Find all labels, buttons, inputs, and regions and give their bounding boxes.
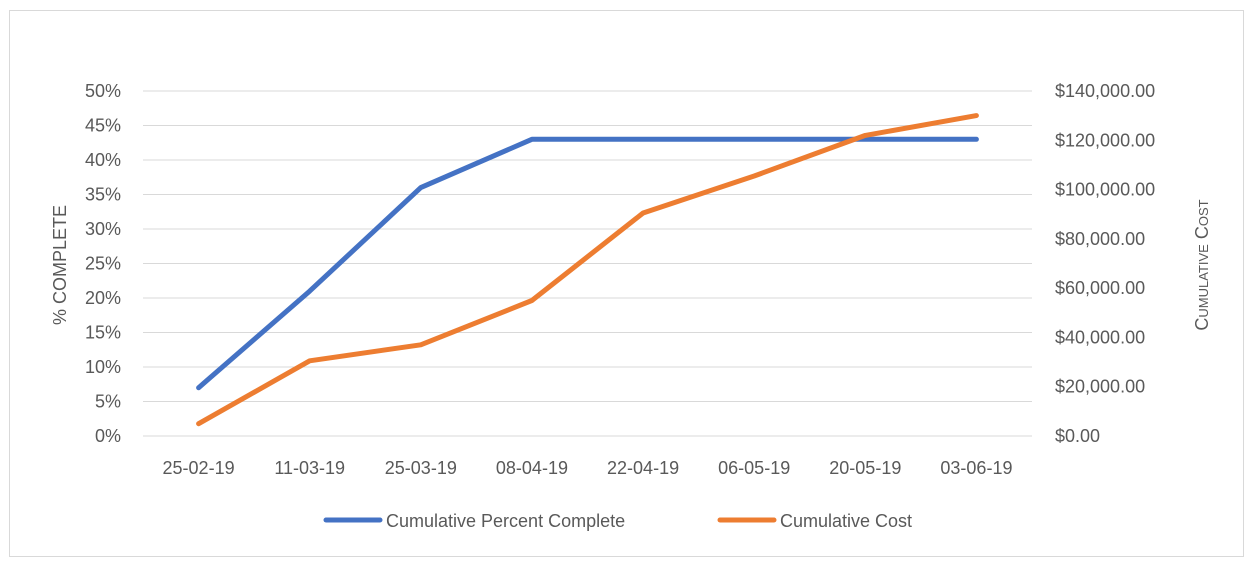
left-tick-label: 30% <box>85 219 121 239</box>
left-tick-label: 10% <box>85 357 121 377</box>
gridlines <box>143 90 1032 437</box>
legend-label: Cumulative Cost <box>780 511 912 531</box>
left-tick-label: 5% <box>95 392 121 412</box>
left-tick-label: 35% <box>85 185 121 205</box>
x-tick-label: 25-03-19 <box>385 458 457 478</box>
right-axis-title: Cumulative Cost <box>1192 199 1212 330</box>
left-tick-label: 20% <box>85 288 121 308</box>
left-tick-label: 25% <box>85 254 121 274</box>
right-tick-label: $100,000.00 <box>1055 180 1155 200</box>
legend-label: Cumulative Percent Complete <box>386 511 625 531</box>
right-tick-label: $80,000.00 <box>1055 229 1145 249</box>
right-tick-label: $0.00 <box>1055 426 1100 446</box>
left-tick-label: 40% <box>85 150 121 170</box>
left-tick-label: 50% <box>85 81 121 101</box>
left-tick-label: 15% <box>85 323 121 343</box>
right-axis-ticks: $140,000.00 $120,000.00 $100,000.00 $80,000… <box>1055 81 1155 446</box>
x-tick-label: 03-06-19 <box>940 458 1012 478</box>
x-tick-label: 25-02-19 <box>163 458 235 478</box>
series-line-percent-complete <box>196 136 979 391</box>
right-tick-label: $60,000.00 <box>1055 278 1145 298</box>
right-tick-label: $120,000.00 <box>1055 130 1155 150</box>
x-tick-label: 08-04-19 <box>496 458 568 478</box>
left-tick-label: 45% <box>85 116 121 136</box>
x-tick-label: 06-05-19 <box>718 458 790 478</box>
series-line-cumulative-cost <box>196 113 979 427</box>
x-tick-label: 22-04-19 <box>607 458 679 478</box>
right-tick-label: $140,000.00 <box>1055 81 1155 101</box>
left-axis-title: % COMPLETE <box>50 205 70 325</box>
right-tick-label: $40,000.00 <box>1055 327 1145 347</box>
chart-frame <box>9 10 1244 557</box>
legend: Cumulative Percent Complete Cumulative Co… <box>323 511 912 531</box>
x-tick-label: 11-03-19 <box>274 458 345 478</box>
x-tick-label: 20-05-19 <box>829 458 901 478</box>
series <box>196 113 979 427</box>
x-axis-ticks: 25-02-19 11-03-19 25-03-19 08-04-19 22-04-19… <box>163 458 1013 478</box>
left-axis-ticks: 50% 45% 40% 35% 30% 25% 20% 15% 10% 5% 0% <box>85 81 121 446</box>
right-tick-label: $20,000.00 <box>1055 377 1145 397</box>
left-tick-label: 0% <box>95 426 121 446</box>
